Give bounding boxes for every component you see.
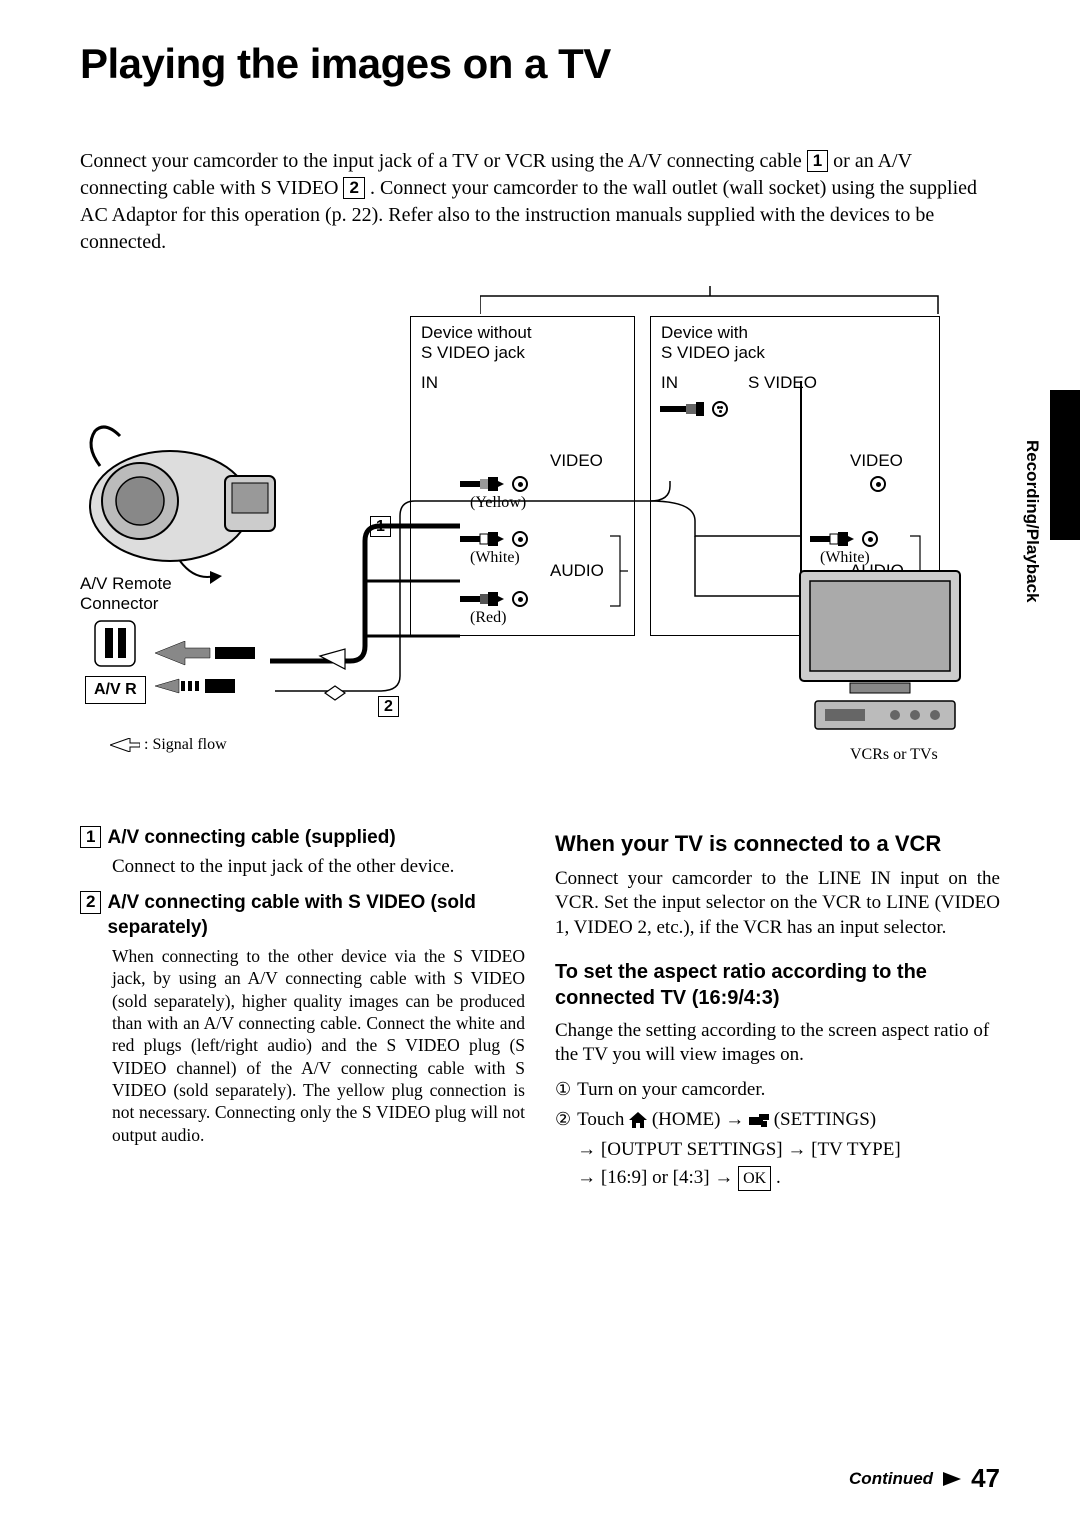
in-label-right: IN <box>661 373 678 393</box>
period: . <box>776 1167 781 1188</box>
vcr-heading: When your TV is connected to a VCR <box>555 830 1000 859</box>
item-2-num: 2 <box>80 891 101 913</box>
output-settings: [OUTPUT SETTINGS] <box>601 1139 783 1160</box>
section-tab <box>1050 390 1080 540</box>
right-column: When your TV is connected to a VCR Conne… <box>555 826 1000 1193</box>
signal-flow-legend: : Signal flow <box>110 736 227 754</box>
video-jack-right <box>870 476 886 492</box>
svideo-label: S VIDEO <box>748 373 817 393</box>
item-2-title: A/V connecting cable with S VIDEO (sold … <box>107 891 525 940</box>
left-column: 1 A/V connecting cable (supplied) Connec… <box>80 826 525 1193</box>
continued-arrow-icon <box>943 1472 961 1486</box>
video-label-left: VIDEO <box>550 451 603 471</box>
tv-type: [TV TYPE] <box>811 1139 901 1160</box>
in-label-left: IN <box>421 373 624 393</box>
page-number: 47 <box>971 1463 1000 1494</box>
avr-box: A/V R <box>85 676 146 704</box>
aspect-para: Change the setting according to the scre… <box>555 1019 1000 1068</box>
aspect-heading: To set the aspect ratio according to the… <box>555 959 1000 1011</box>
arrow-1: → <box>725 1109 749 1130</box>
connector-jack <box>90 616 150 671</box>
content-columns: 1 A/V connecting cable (supplied) Connec… <box>80 826 1000 1193</box>
ref-box-1: 1 <box>807 150 828 172</box>
step-2: ② Touch (HOME) → (SETTINGS) → [OUTPUT SE… <box>555 1106 1000 1192</box>
home-label: (HOME) <box>652 1109 721 1130</box>
step-1: ① Turn on your camcorder. <box>555 1076 1000 1104</box>
ratio-options: [16:9] or [4:3] <box>601 1167 710 1188</box>
svideo-plug <box>660 401 728 417</box>
arrow-3: → <box>787 1139 811 1160</box>
page-title: Playing the images on a TV <box>80 40 1000 88</box>
settings-label: (SETTINGS) <box>774 1109 876 1130</box>
ok-box: OK <box>738 1166 771 1191</box>
home-icon <box>629 1109 647 1137</box>
arrow-4: → <box>577 1167 601 1188</box>
step-2-body: Touch (HOME) → (SETTINGS) → [OUTPUT SETT… <box>577 1106 1000 1192</box>
continued-label: Continued <box>849 1469 933 1489</box>
section-label: Recording/Playback <box>1022 440 1042 603</box>
page-footer: Continued 47 <box>849 1463 1000 1494</box>
arrow-5: → <box>714 1167 738 1188</box>
diagram-num-2: 2 <box>378 696 399 717</box>
item-1-head: 1 A/V connecting cable (supplied) <box>80 826 525 851</box>
settings-icon <box>749 1109 769 1137</box>
step-2-num: ② <box>555 1106 571 1192</box>
tv-vcr-icon <box>780 561 970 741</box>
step-1-text: Turn on your camcorder. <box>577 1076 1000 1104</box>
step-1-num: ① <box>555 1076 571 1104</box>
item-1-title: A/V connecting cable (supplied) <box>107 826 395 851</box>
signal-flow-text: : Signal flow <box>144 736 227 754</box>
item-2-head: 2 A/V connecting cable with S VIDEO (sol… <box>80 891 525 940</box>
vcrs-tvs-label: VCRs or TVs <box>850 746 938 764</box>
ref-box-2: 2 <box>343 177 364 199</box>
white-plug-right <box>810 531 878 547</box>
item-1-body: Connect to the input jack of the other d… <box>112 855 525 880</box>
intro-paragraph: Connect your camcorder to the input jack… <box>80 148 1000 256</box>
step-2-touch: Touch <box>577 1109 629 1130</box>
device-with-label: Device with S VIDEO jack <box>661 323 929 363</box>
item-2-body: When connecting to the other device via … <box>112 945 525 1147</box>
item-1-num: 1 <box>80 826 101 848</box>
connection-diagram: Device without S VIDEO jack IN Device wi… <box>80 286 1000 816</box>
intro-text-1: Connect your camcorder to the input jack… <box>80 150 807 172</box>
arrow-2: → <box>577 1139 601 1160</box>
bracket-line <box>480 286 940 316</box>
device-without-label: Device without S VIDEO jack <box>421 323 624 363</box>
cable-lines <box>150 481 810 721</box>
vcr-para: Connect your camcorder to the LINE IN in… <box>555 867 1000 941</box>
video-label-right: VIDEO <box>850 451 903 471</box>
